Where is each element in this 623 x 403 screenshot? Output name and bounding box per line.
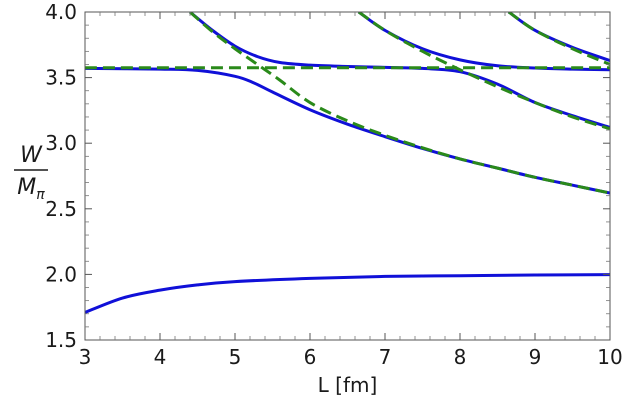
dashed-series-line-7 [357, 12, 610, 131]
x-tick-label-9: 9 [529, 345, 542, 369]
y-tick-label-1.5: 1.5 [45, 328, 77, 352]
x-tick-label-10: 10 [597, 345, 622, 369]
x-tick-label-4: 4 [154, 345, 167, 369]
x-tick-label-5: 5 [229, 345, 242, 369]
plot-frame [84, 11, 611, 341]
x-tick-label-3: 3 [79, 345, 92, 369]
y-axis-label-subscript: π [36, 187, 45, 203]
x-axis-label: L [fm] [318, 373, 378, 397]
y-tick-label-4: 4.0 [45, 0, 77, 24]
dashed-series-line-8 [507, 12, 610, 66]
y-tick-label-2.5: 2.5 [45, 197, 77, 221]
solid-series-line-3 [357, 12, 610, 72]
dashed-series-line-6 [189, 12, 610, 195]
y-tick-label-3.5: 3.5 [45, 66, 77, 90]
y-tick-label-3: 3.0 [45, 131, 77, 155]
y-axis-label: W Mπ [14, 143, 48, 203]
y-axis-label-denominator: Mπ [17, 175, 45, 203]
y-tick-label-2: 2.0 [45, 262, 77, 286]
solid-series-line-0 [85, 273, 610, 314]
y-axis-label-numerator: W [20, 143, 43, 168]
solid-series-line-4 [507, 12, 610, 62]
ticks-layer: 3 4 5 6 7 8 9 10 1.5 2.0 2.5 3.0 3.5 4.0 [45, 0, 623, 369]
x-tick-label-6: 6 [304, 345, 317, 369]
y-axis-label-denominator-main: M [17, 175, 36, 200]
solid-series-line-1 [85, 66, 610, 195]
x-tick-label-8: 8 [454, 345, 467, 369]
x-tick-label-7: 7 [379, 345, 392, 369]
series-layer [85, 12, 610, 314]
